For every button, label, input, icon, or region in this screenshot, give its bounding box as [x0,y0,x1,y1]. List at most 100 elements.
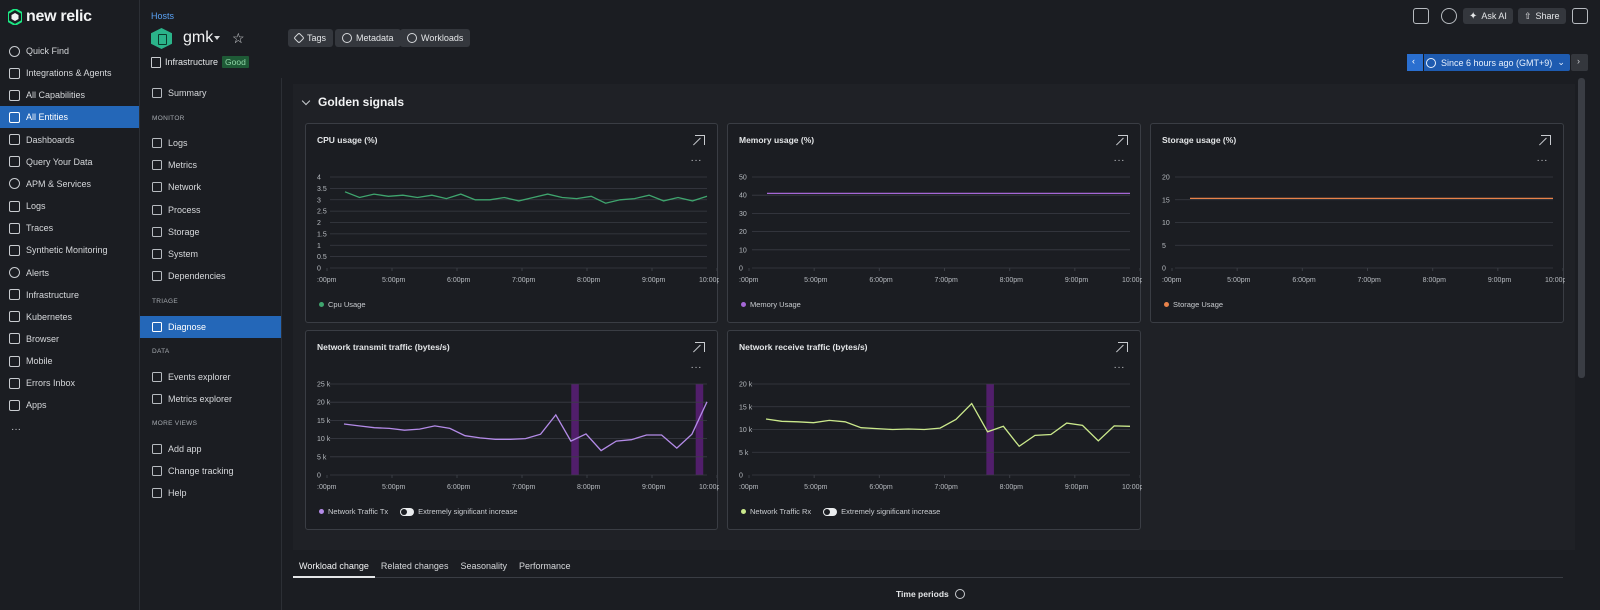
nav-item-all-capabilities[interactable]: All Capabilities [0,84,139,106]
tab-performance[interactable]: Performance [518,561,571,571]
nav-item-query-your-data[interactable]: Query Your Data [0,151,139,173]
nav-item-traces[interactable]: Traces [0,217,139,239]
tab-related-changes[interactable]: Related changes [380,561,449,571]
more-options-icon[interactable]: ··· [1113,155,1125,166]
subnav-help[interactable]: Help [140,482,281,504]
link-icon[interactable] [1572,8,1588,24]
subnav-network[interactable]: Network [140,176,281,198]
legend-label[interactable]: Memory Usage [750,300,801,309]
share-button[interactable]: ⇧ Share [1518,8,1566,24]
metadata-button[interactable]: Metadata [335,29,401,47]
subnav-logs[interactable]: Logs [140,132,281,154]
more-options-icon[interactable]: ··· [1536,155,1548,166]
nav-item-quick-find[interactable]: Quick Find [0,40,139,62]
more-options-icon[interactable]: ··· [690,362,702,373]
subnav-change-tracking[interactable]: Change tracking [140,460,281,482]
nav-item-all-entities[interactable]: All Entities [0,106,139,129]
subnav-summary[interactable]: Summary [140,82,281,104]
x-tick-label: 8:00pm [1000,277,1024,284]
expand-icon[interactable] [695,135,705,145]
nav-item-kubernetes[interactable]: Kubernetes [0,306,139,328]
nav-item-dashboards[interactable]: Dashboards [0,129,139,151]
y-tick-label: 2 [317,220,321,227]
y-tick-label: 5 k [739,450,749,457]
anomaly-toggle[interactable] [823,507,838,516]
tag-icon [293,32,305,44]
y-tick-label: 5 k [317,454,327,461]
nav-item-mobile[interactable]: Mobile [0,350,139,372]
nav-item-label: Errors Inbox [26,378,76,389]
subnav-add-app[interactable]: Add app [140,438,281,460]
nav-item-alerts[interactable]: Alerts [0,262,139,284]
workloads-button[interactable]: Workloads [400,29,471,47]
subnav-label: Metrics explorer [168,394,233,405]
ask-ai-button[interactable]: ✦ Ask AI [1463,8,1513,24]
subnav-storage[interactable]: Storage [140,221,281,243]
nav-item-synthetic-monitoring[interactable]: Synthetic Monitoring [0,239,139,261]
nav-item-logs[interactable]: Logs [0,195,139,217]
nav-item-browser[interactable]: Browser [0,328,139,350]
expand-icon[interactable] [695,342,705,352]
legend-label[interactable]: Network Traffic Rx [750,507,812,516]
mobile-icon [9,355,20,367]
nav-item-label: Alerts [26,267,50,278]
subnav-dependencies[interactable]: Dependencies [140,265,281,287]
time-next-button[interactable]: › [1571,54,1588,71]
subnav-metrics-explorer[interactable]: Metrics explorer [140,388,281,410]
y-tick-label: 1.5 [317,231,327,238]
y-tick-label: 0 [317,266,321,273]
y-tick-label: 0 [317,473,321,480]
more-options-icon[interactable]: ··· [690,155,702,166]
y-tick-label: 3.5 [317,186,327,193]
expand-icon[interactable] [1541,135,1551,145]
subnav-summary-label: Summary [168,88,207,98]
nav-item-label: Mobile [26,356,53,367]
nav-item-apps[interactable]: Apps [0,394,139,416]
nav-item-label: Dashboards [26,134,75,145]
more-nav-button[interactable]: ··· [11,424,21,435]
subnav-events-explorer[interactable]: Events explorer [140,366,281,388]
diagnose-icon [152,322,162,332]
x-tick-label: :00pm [317,484,337,491]
legend-label[interactable]: Storage Usage [1173,300,1224,309]
workloads-label: Workloads [421,33,464,43]
nav-item-integrations-agents[interactable]: Integrations & Agents [0,62,139,84]
time-prev-button[interactable]: ‹ [1407,54,1424,71]
nav-item-apm-services[interactable]: APM & Services [0,173,139,195]
entity-name[interactable]: gmk [183,29,214,46]
more-options-icon[interactable]: ··· [1113,362,1125,373]
feedback-icon[interactable] [1413,8,1429,24]
scrollbar[interactable] [1578,78,1585,378]
subnav-system[interactable]: System [140,243,281,265]
subnav-diagnose[interactable]: Diagnose [140,316,281,338]
time-picker[interactable]: Since 6 hours ago (GMT+9) ⌄ [1407,54,1570,71]
subnav-label: Dependencies [168,271,226,282]
breadcrumb-hosts[interactable]: Hosts [151,11,175,21]
anomaly-toggle[interactable] [400,507,415,516]
new-relic-logo[interactable]: new relic [8,8,92,26]
legend-label[interactable]: Network Traffic Tx [328,507,389,516]
expand-icon[interactable] [1118,135,1128,145]
subnav-process[interactable]: Process [140,199,281,221]
nav-item-infrastructure[interactable]: Infrastructure [0,284,139,306]
x-tick-label: 6:00pm [869,484,893,491]
anomaly-toggle-label: Extremely significant increase [841,507,941,516]
nav-item-errors-inbox[interactable]: Errors Inbox [0,372,139,394]
chevron-down-icon[interactable] [214,36,220,40]
help-icon[interactable] [1441,8,1457,24]
star-icon[interactable]: ☆ [232,30,245,46]
help-icon [152,488,162,499]
metrics-explorer-icon [152,394,162,405]
tab-workload-change[interactable]: Workload change [293,554,375,578]
tags-button[interactable]: Tags [288,29,334,47]
info-icon[interactable] [954,589,965,599]
x-tick-label: 7:00pm [1358,277,1382,284]
subnav-metrics[interactable]: Metrics [140,154,281,176]
legend-label[interactable]: Cpu Usage [328,300,366,309]
tab-seasonality[interactable]: Seasonality [460,561,507,571]
anomaly-toggle-label: Extremely significant increase [418,507,518,516]
subnav-label: Storage [168,226,200,237]
x-tick-label: :00pm [1162,277,1182,284]
expand-icon[interactable] [1118,342,1128,352]
y-tick-label: 15 [1162,197,1170,204]
